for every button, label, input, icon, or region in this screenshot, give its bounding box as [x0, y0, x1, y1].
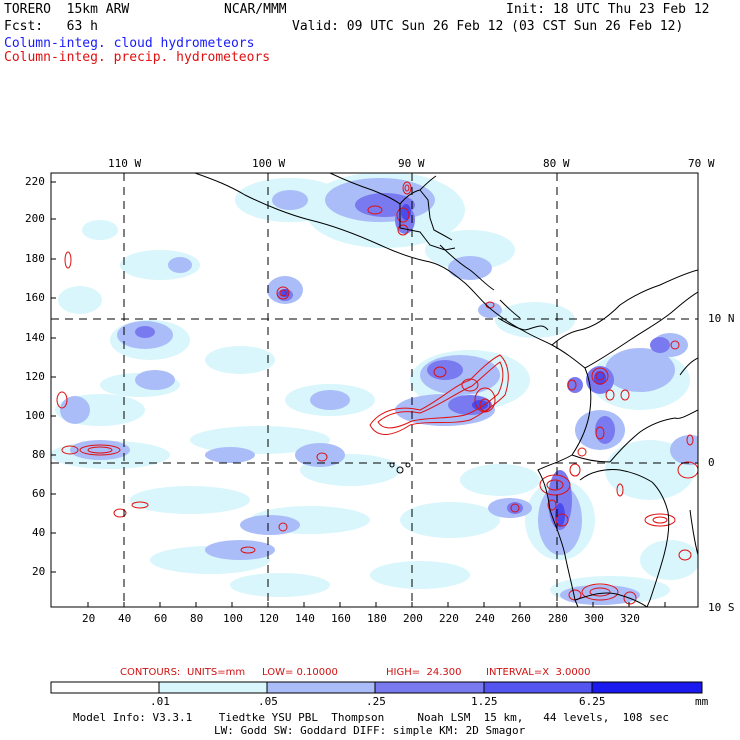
x-tick: 160 — [331, 612, 351, 625]
y-tick: 100 — [25, 409, 45, 422]
lat-label-10s: 10 S — [708, 601, 735, 614]
lon-label-100w: 100 W — [252, 157, 286, 170]
y-tick: 60 — [32, 487, 46, 500]
colorbar-tick: 6.25 — [579, 695, 606, 708]
lat-label-0: 0 — [708, 456, 715, 469]
y-tick: 200 — [25, 212, 45, 225]
lon-label-70w: 70 W — [688, 157, 715, 170]
graticule — [51, 173, 698, 607]
init-time: Init: 18 UTC Thu 23 Feb 12 — [506, 2, 710, 17]
contours-low: LOW= 0.10000 — [262, 667, 338, 678]
x-tick: 260 — [511, 612, 531, 625]
center-name: NCAR/MMM — [224, 2, 287, 17]
y-tick: 120 — [25, 370, 45, 383]
x-tick: 40 — [118, 612, 132, 625]
y-tick: 180 — [25, 252, 45, 265]
colorbar — [50, 681, 703, 694]
model-physics: LW: Godd SW: Goddard DIFF: simple KM: 2D… — [214, 724, 526, 737]
field-precip-label: Column-integ. precip. hydrometeors — [4, 50, 271, 65]
x-tick: 320 — [620, 612, 640, 625]
x-tick: 80 — [190, 612, 204, 625]
colorbar-tick: .05 — [258, 695, 278, 708]
x-tick: 140 — [295, 612, 315, 625]
x-tick: 240 — [475, 612, 495, 625]
contours-units: UNITS=mm — [187, 667, 246, 678]
colorbar-unit: mm — [695, 695, 709, 708]
lon-label-90w: 90 W — [398, 157, 425, 170]
colorbar-tick: .25 — [366, 695, 386, 708]
field-cloud-label: Column-integ. cloud hydrometeors — [4, 36, 255, 51]
contours-interval: INTERVAL=X 3.0000 — [486, 667, 591, 678]
x-tick: 300 — [584, 612, 604, 625]
y-tick: 160 — [25, 291, 45, 304]
colorbar-tick: 1.25 — [471, 695, 498, 708]
coastlines — [194, 173, 698, 607]
x-tick: 100 — [223, 612, 243, 625]
axis-ticks — [51, 181, 666, 607]
colorbar-tick: .01 — [150, 695, 170, 708]
x-tick: 220 — [439, 612, 459, 625]
cloud-shading — [51, 173, 698, 607]
y-tick: 20 — [32, 565, 46, 578]
lon-label-110w: 110 W — [108, 157, 142, 170]
x-tick: 20 — [82, 612, 96, 625]
x-tick: 200 — [403, 612, 423, 625]
x-tick: 120 — [259, 612, 279, 625]
precip-contours — [56, 181, 698, 605]
forecast-hour: Fcst: 63 h — [4, 19, 98, 34]
x-tick: 60 — [154, 612, 168, 625]
y-tick: 40 — [32, 526, 46, 539]
x-tick: 280 — [548, 612, 568, 625]
y-tick: 140 — [25, 331, 45, 344]
lat-label-10n: 10 N — [708, 312, 735, 325]
x-tick: 180 — [367, 612, 387, 625]
valid-time: Valid: 09 UTC Sun 26 Feb 12 (03 CST Sun … — [292, 19, 684, 34]
y-tick: 80 — [32, 448, 46, 461]
map-frame — [50, 172, 699, 608]
model-title: TORERO 15km ARW — [4, 2, 130, 17]
contours-high: HIGH= 24.300 — [386, 667, 462, 678]
contours-label: CONTOURS: — [120, 667, 181, 678]
lon-label-80w: 80 W — [543, 157, 570, 170]
model-info: Model Info: V3.3.1 Tiedtke YSU PBL Thomp… — [73, 711, 670, 724]
y-tick: 220 — [25, 175, 45, 188]
